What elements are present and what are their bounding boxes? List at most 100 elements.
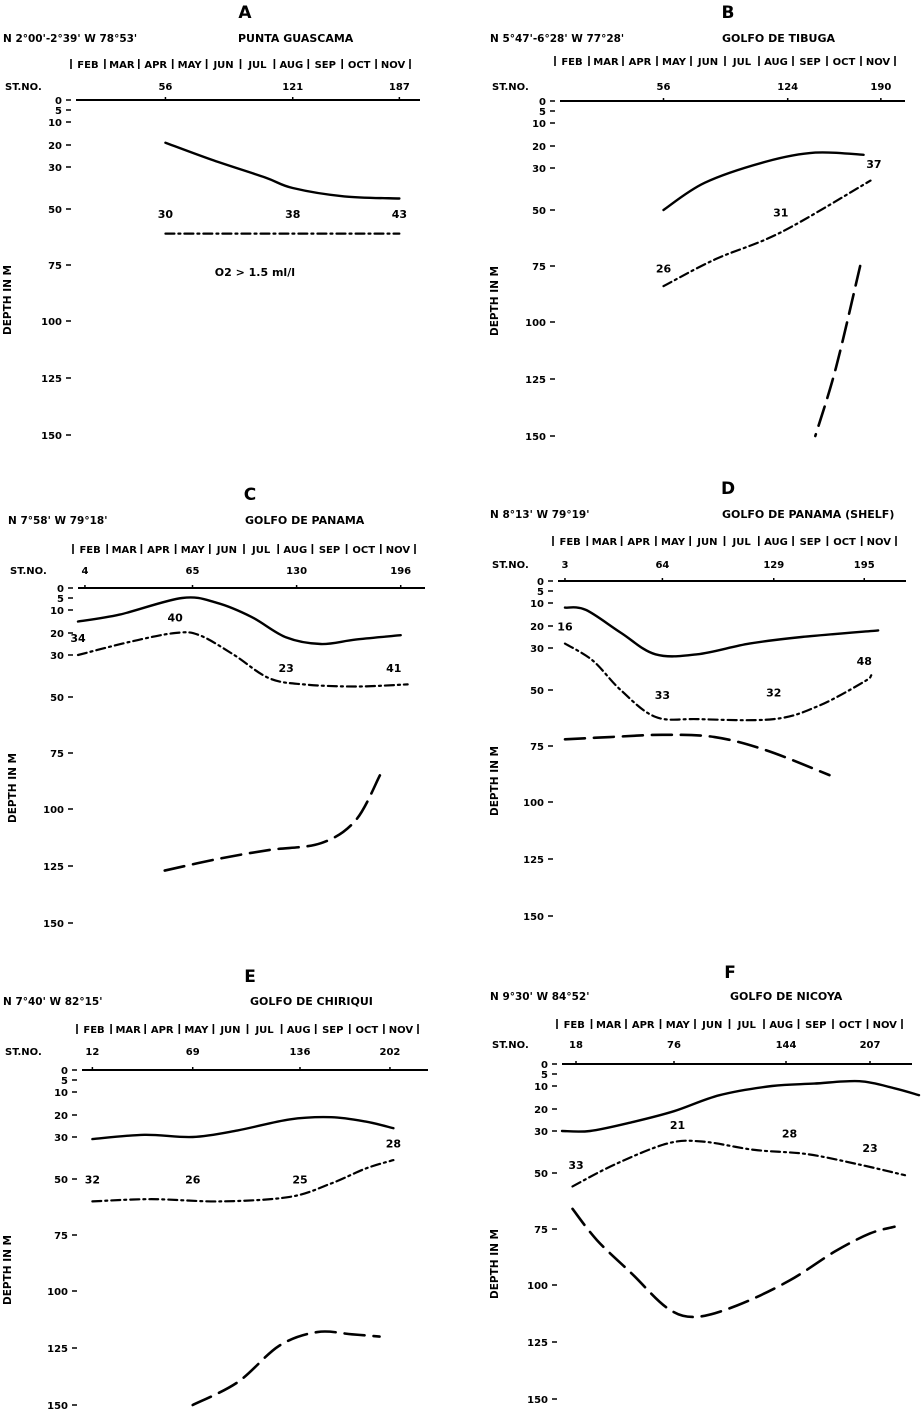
station-number: 124 <box>777 82 798 93</box>
month-label: JUN <box>216 545 237 556</box>
depth-tick-label: 10 <box>48 118 62 129</box>
month-label: AUG <box>283 545 307 556</box>
depth-tick-label: 75 <box>534 1225 548 1236</box>
depth-tick-label: 50 <box>532 206 546 217</box>
station-number: 187 <box>389 82 410 93</box>
month-label: FEB <box>560 537 581 548</box>
data-label: 41 <box>386 662 401 675</box>
data-label: 16 <box>557 620 573 633</box>
month-label: OCT <box>833 537 856 548</box>
month-label: AUG <box>764 57 788 68</box>
series-line-solid <box>91 1115 395 1141</box>
data-label: 28 <box>782 1127 797 1140</box>
month-label: JUL <box>737 1020 757 1031</box>
depth-tick-label: 30 <box>530 644 544 655</box>
station-axis-label: ST.NO. <box>5 82 42 93</box>
panel-letter: F <box>724 963 736 983</box>
depth-tick-label: 50 <box>534 1169 548 1180</box>
month-label: MAR <box>596 1020 622 1031</box>
station-number: 56 <box>657 82 671 93</box>
depth-tick-label: 10 <box>530 599 544 610</box>
month-label: MAY <box>662 57 687 68</box>
panel-letter: D <box>721 479 735 499</box>
depth-tick-label: 30 <box>534 1127 548 1138</box>
depth-tick-label: 100 <box>527 1281 548 1292</box>
panel-b: B N 5°47'-6°28' W 77°28' GOLFO DE TIBUGA FE… <box>489 3 905 443</box>
depth-tick-label: 75 <box>48 261 62 272</box>
month-axis: FEB MAR APR MAY JUN JUL AUG SEP OCT NOV <box>72 544 416 556</box>
month-label: OCT <box>352 545 375 556</box>
depth-tick-label: 0 <box>61 1066 68 1077</box>
data-label: 37 <box>866 158 881 171</box>
depth-tick-label: 150 <box>41 431 62 442</box>
month-label: FEB <box>79 545 100 556</box>
data-label: 25 <box>292 1173 307 1186</box>
depth-axis-title: DEPTH IN M <box>489 746 501 816</box>
depth-tick-label: 20 <box>532 142 546 153</box>
data-label: 23 <box>279 662 294 675</box>
depth-tick-label: 150 <box>47 1401 68 1412</box>
depth-tick-label: 0 <box>55 96 62 107</box>
data-label: 26 <box>185 1173 201 1186</box>
series-line-solid <box>563 606 880 658</box>
data-label: 32 <box>85 1173 100 1186</box>
depth-tick-label: 20 <box>50 629 64 640</box>
depth-tick-label: 0 <box>57 584 64 595</box>
month-label: MAY <box>666 1020 691 1031</box>
month-label: NOV <box>386 545 411 556</box>
data-label: 40 <box>168 612 184 625</box>
data-label: 32 <box>766 687 781 700</box>
depth-tick-label: 30 <box>54 1133 68 1144</box>
month-label: FEB <box>83 1025 104 1036</box>
depth-tick-label: 50 <box>54 1175 68 1186</box>
series-line-dashed <box>814 264 862 438</box>
depth-tick-label: 75 <box>50 749 64 760</box>
depth-tick-label: 5 <box>61 1076 68 1087</box>
data-label: 28 <box>386 1138 401 1151</box>
station-number: 144 <box>776 1040 797 1051</box>
month-label: JUL <box>254 1025 274 1036</box>
series-line-solid <box>662 151 865 212</box>
depth-tick-label: 75 <box>532 262 546 273</box>
depth-tick-label: 100 <box>43 805 64 816</box>
station-number: 56 <box>158 82 172 93</box>
month-label: MAR <box>109 60 135 71</box>
depth-tick-label: 150 <box>523 912 544 923</box>
depth-tick-label: 20 <box>534 1105 548 1116</box>
month-label: JUN <box>212 60 233 71</box>
depth-tick-label: 0 <box>541 1060 548 1071</box>
station-number: 65 <box>186 566 200 577</box>
depth-axis-title: DEPTH IN M <box>2 1235 14 1305</box>
station-axis-label: ST.NO. <box>5 1047 42 1058</box>
oxygen-annotation: O2 > 1.5 ml/l <box>215 266 295 279</box>
month-label: MAY <box>178 60 203 71</box>
station-axis-label: ST.NO. <box>492 82 529 93</box>
depth-axis-title: DEPTH IN M <box>489 266 501 336</box>
depth-tick-label: 125 <box>527 1338 548 1349</box>
station-axis-label: ST.NO. <box>492 1040 529 1051</box>
depth-tick-label: 150 <box>525 432 546 443</box>
depth-tick-label: 100 <box>525 318 546 329</box>
depth-axis-title: DEPTH IN M <box>2 265 14 335</box>
panel-title: GOLFO DE NICOYA <box>730 990 843 1003</box>
month-label: FEB <box>77 60 98 71</box>
month-label: MAR <box>115 1025 141 1036</box>
month-label: OCT <box>839 1020 862 1031</box>
month-label: JUN <box>696 537 717 548</box>
station-number: 18 <box>569 1040 583 1051</box>
station-number: 202 <box>380 1047 401 1058</box>
series-line-dash-dot <box>76 631 409 688</box>
station-number: 136 <box>290 1047 311 1058</box>
depth-tick-label: 5 <box>537 587 544 598</box>
month-label: JUL <box>247 60 267 71</box>
data-label: 33 <box>568 1159 583 1172</box>
month-label: FEB <box>561 57 582 68</box>
month-axis: FEB MAR APR MAY JUN JUL AUG SEP OCT NOV <box>556 1019 903 1031</box>
station-number: 12 <box>85 1047 99 1058</box>
series-line-dash-dot <box>571 1139 907 1188</box>
series-line-dashed <box>571 1207 896 1319</box>
month-label: JUN <box>697 57 718 68</box>
data-label: 23 <box>862 1142 877 1155</box>
